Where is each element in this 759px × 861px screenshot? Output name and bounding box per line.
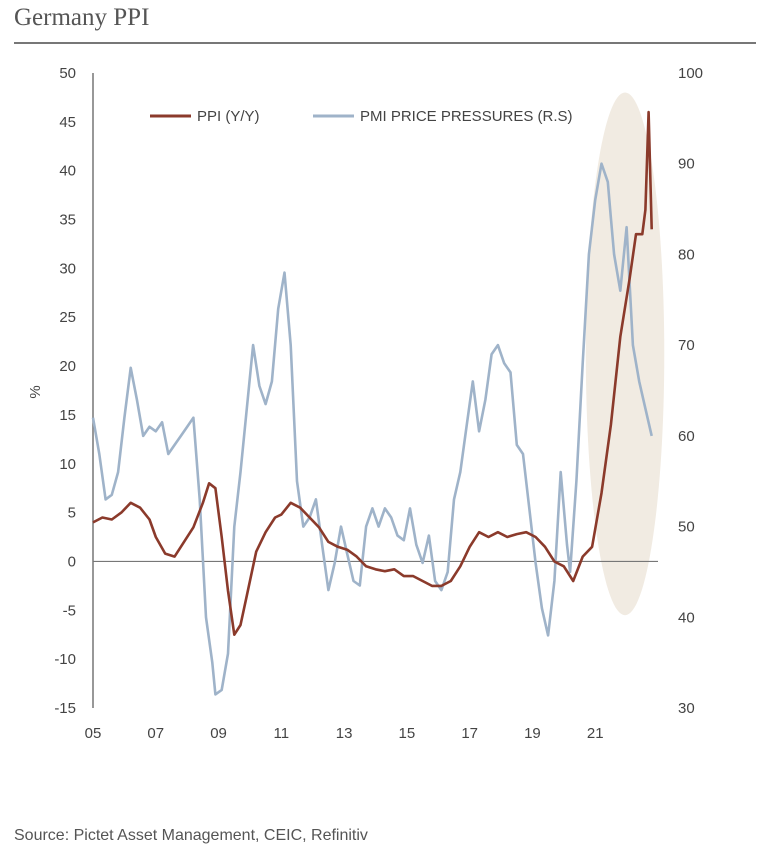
x-tick-label: 09 xyxy=(210,725,227,742)
y-tick-label: -5 xyxy=(63,602,76,619)
y-tick-label: 20 xyxy=(59,358,76,375)
y-tick-label: 15 xyxy=(59,407,76,424)
x-tick-label: 11 xyxy=(274,725,290,742)
y-tick-label: 40 xyxy=(59,163,76,180)
highlight-ellipse xyxy=(585,92,665,616)
y-tick-label: 10 xyxy=(59,456,76,473)
y-tick-label: -15 xyxy=(54,700,76,717)
y2-tick-label: 70 xyxy=(678,337,695,354)
x-tick-label: 15 xyxy=(399,725,416,742)
source-note: Source: Pictet Asset Management, CEIC, R… xyxy=(14,827,368,844)
series-line-pmi xyxy=(91,162,653,696)
chart-title: Germany PPI xyxy=(14,4,150,31)
series-layer xyxy=(91,110,653,696)
y-tick-label: 35 xyxy=(59,212,76,229)
y-tick-label: -10 xyxy=(54,651,76,668)
x-tick-label: 21 xyxy=(587,725,604,742)
title-rule xyxy=(14,42,756,44)
legend: PPI (Y/Y) PMI PRICE PRESSURES (R.S) xyxy=(150,108,573,125)
axes-layer: 50454035302520151050-5-10-15100908070605… xyxy=(27,65,703,742)
x-tick-label: 19 xyxy=(524,725,541,742)
legend-label-ppi: PPI (Y/Y) xyxy=(197,108,260,125)
legend-label-pmi: PMI PRICE PRESSURES (R.S) xyxy=(360,108,573,125)
highlight-layer xyxy=(585,92,665,616)
y2-tick-label: 60 xyxy=(678,428,695,445)
y2-tick-label: 40 xyxy=(678,609,695,626)
y-tick-label: 25 xyxy=(59,309,76,326)
y-tick-label: 0 xyxy=(68,553,76,570)
x-tick-label: 17 xyxy=(461,725,478,742)
y-tick-label: 30 xyxy=(59,260,76,277)
y-axis-label: % xyxy=(27,385,44,398)
y-tick-label: 5 xyxy=(68,505,76,522)
x-tick-label: 05 xyxy=(85,725,102,742)
y2-tick-label: 80 xyxy=(678,246,695,263)
y2-tick-label: 50 xyxy=(678,519,695,536)
x-tick-label: 13 xyxy=(336,725,353,742)
y-tick-label: 50 xyxy=(59,65,76,82)
y2-tick-label: 100 xyxy=(678,65,703,82)
y2-tick-label: 90 xyxy=(678,156,695,173)
chart-svg: 50454035302520151050-5-10-15100908070605… xyxy=(27,65,703,742)
x-tick-label: 07 xyxy=(147,725,164,742)
y2-tick-label: 30 xyxy=(678,700,695,717)
y-tick-label: 45 xyxy=(59,114,76,131)
series-line-ppi xyxy=(92,110,653,637)
